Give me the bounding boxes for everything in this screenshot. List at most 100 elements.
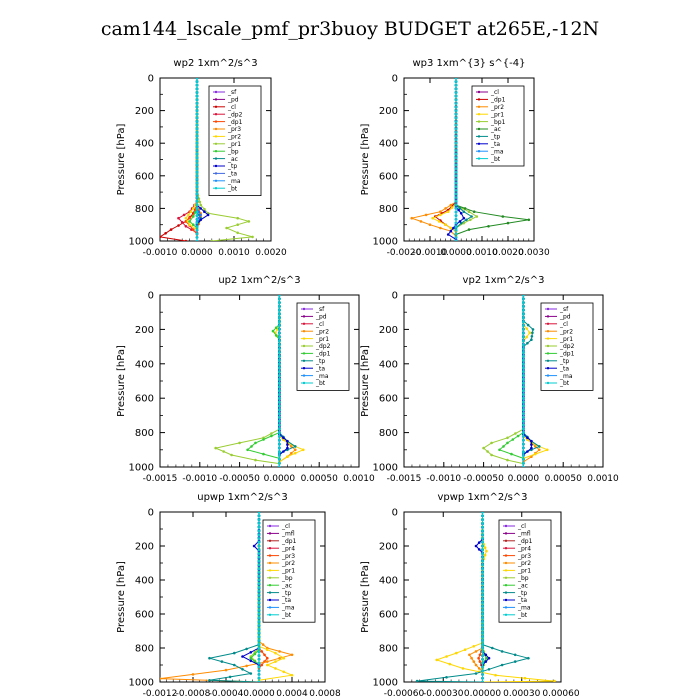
data-point xyxy=(454,207,458,210)
data-point xyxy=(522,347,525,350)
data-point xyxy=(522,446,525,450)
data-point xyxy=(415,679,419,682)
data-point xyxy=(522,385,525,389)
legend-label: _pr2 xyxy=(490,104,504,111)
data-point xyxy=(468,653,471,657)
data-point xyxy=(530,335,534,338)
legend-label: _dp1 xyxy=(281,538,297,545)
data-point xyxy=(278,427,281,431)
data-point xyxy=(164,232,167,235)
data-point xyxy=(245,664,248,668)
panel-title: upwp 1xm^2/s^3 xyxy=(197,492,287,503)
data-point xyxy=(210,239,214,241)
data-point xyxy=(257,525,261,529)
x-tick-label: -0.0020 xyxy=(387,248,422,258)
data-point xyxy=(481,559,484,563)
data-point xyxy=(220,660,224,663)
data-point xyxy=(454,221,458,225)
legend-label: _dp2 xyxy=(315,343,331,350)
legend-marker xyxy=(504,591,508,594)
data-point xyxy=(195,102,199,105)
series-markers-tp xyxy=(208,512,261,682)
data-point xyxy=(454,141,458,145)
y-tick-label: 400 xyxy=(135,359,154,370)
data-point xyxy=(513,653,517,657)
data-point xyxy=(454,210,458,214)
data-point xyxy=(282,670,286,674)
series-group xyxy=(160,78,254,241)
legend-box xyxy=(208,85,262,196)
data-point xyxy=(481,537,484,540)
data-point xyxy=(481,680,484,682)
data-point xyxy=(454,123,458,127)
y-tick-label: 400 xyxy=(135,139,154,150)
legend: _cl_mfl_dp1_pr4_pr3_pr2_pr1_bp_ac_tp_ta_… xyxy=(498,519,552,623)
data-point xyxy=(278,347,281,350)
series-markers-bt xyxy=(257,512,261,682)
data-point xyxy=(454,170,458,174)
legend-label: _bp xyxy=(281,575,293,582)
data-point xyxy=(195,123,199,127)
legend-label: _bt xyxy=(490,156,501,163)
data-point xyxy=(195,127,199,130)
legend-marker xyxy=(268,554,272,557)
data-point xyxy=(199,218,202,222)
data-point xyxy=(522,416,525,419)
data-point xyxy=(481,556,484,559)
legend-marker xyxy=(302,330,306,333)
data-point xyxy=(184,220,188,223)
data-point xyxy=(257,512,261,514)
x-tick-label: 0.0000 xyxy=(440,248,472,258)
data-point xyxy=(444,223,447,226)
legend-label: _ac xyxy=(517,582,528,589)
x-tick-label: -0.00030 xyxy=(423,689,464,699)
data-point xyxy=(192,207,195,210)
legend-label: _pd xyxy=(559,314,571,321)
data-point xyxy=(286,439,289,443)
x-tick-label: 0.0010 xyxy=(587,474,619,484)
legend-label: _dp1 xyxy=(227,119,243,126)
x-tick-label: -0.0010 xyxy=(413,248,448,258)
data-point xyxy=(481,593,484,597)
data-point xyxy=(278,354,281,358)
data-point xyxy=(538,445,541,448)
data-point xyxy=(454,189,458,192)
data-point xyxy=(195,138,199,141)
data-point xyxy=(522,301,525,304)
legend-label: _pr1 xyxy=(517,568,531,575)
data-point xyxy=(454,87,458,91)
data-point xyxy=(290,673,294,677)
data-point xyxy=(474,672,478,675)
data-point xyxy=(457,208,460,212)
data-point xyxy=(454,167,458,170)
legend-marker xyxy=(546,344,550,348)
data-point xyxy=(454,160,458,163)
data-point xyxy=(510,452,513,456)
data-point xyxy=(428,223,432,226)
y-tick-label: 0 xyxy=(148,291,154,302)
data-point xyxy=(454,163,458,167)
data-point xyxy=(435,658,439,662)
data-point xyxy=(527,656,530,660)
data-point xyxy=(481,601,484,604)
y-axis-label: Pressure [hPa] xyxy=(360,561,371,633)
data-point xyxy=(481,590,484,593)
data-point xyxy=(506,436,509,440)
x-tick-label: -0.0010 xyxy=(182,474,217,484)
x-tick-label: -0.0015 xyxy=(143,474,178,484)
data-point xyxy=(478,660,482,663)
data-point xyxy=(253,652,257,656)
data-point xyxy=(278,458,281,461)
legend-label: _cl xyxy=(559,321,568,328)
data-point xyxy=(290,451,293,455)
data-point xyxy=(294,451,297,455)
data-point xyxy=(251,235,254,239)
data-point xyxy=(274,651,277,655)
data-point xyxy=(454,105,458,109)
data-point xyxy=(254,458,257,462)
x-tick-label: 0.0010 xyxy=(466,248,498,258)
data-point xyxy=(454,116,458,120)
data-point xyxy=(487,656,491,660)
data-point xyxy=(445,676,448,679)
